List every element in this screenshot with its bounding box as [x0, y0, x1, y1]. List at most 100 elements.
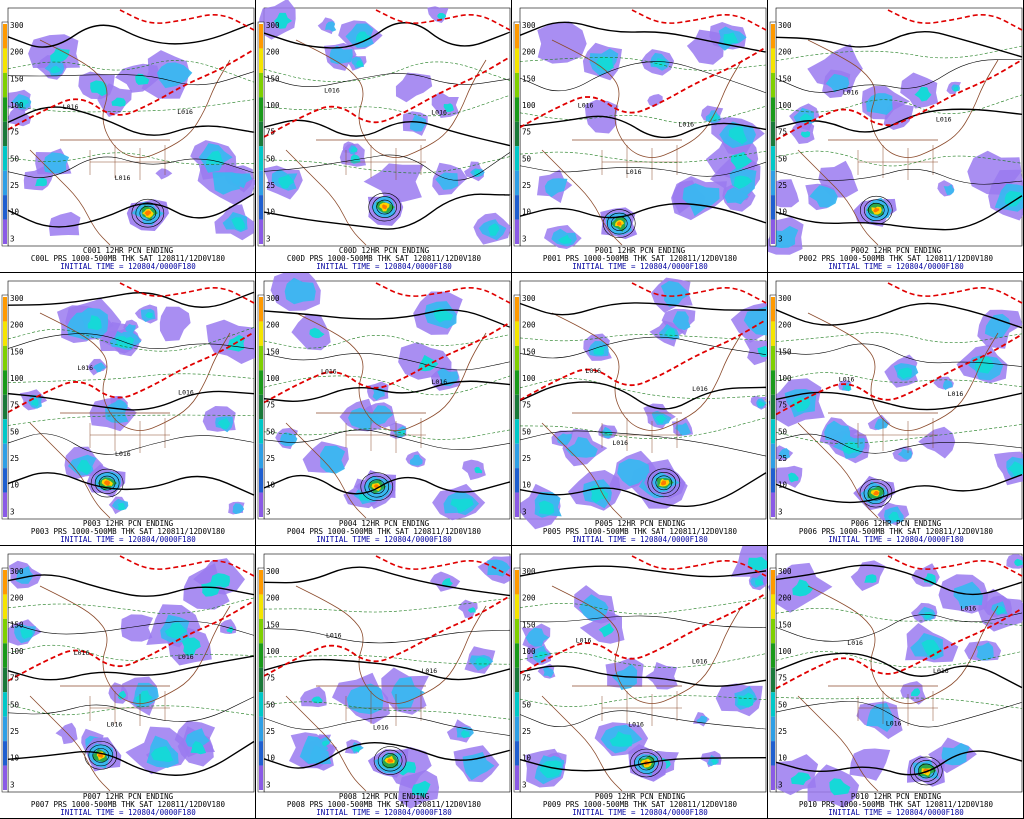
forecast-map: L016 L016 L016 300 200 150 100 75 50 25 10 3: [513, 277, 767, 530]
colorbar-segment: [3, 468, 7, 493]
isobar-ring: [88, 744, 114, 767]
coastline: [541, 149, 623, 246]
coastline: [551, 585, 743, 704]
colorbar-segment: [771, 692, 775, 717]
colorbar-segment: [771, 618, 775, 644]
colorbar-segment: [515, 618, 519, 644]
colorbar-segment: [3, 321, 7, 346]
isobar: [519, 61, 767, 94]
pcn-title: P006 12HR PCN ENDING: [850, 519, 942, 528]
isobar: [7, 156, 255, 178]
colorbar-level: 25: [522, 181, 531, 190]
precip-area: [866, 703, 894, 732]
precip-area: [391, 677, 425, 710]
prs-thk-title: C00D PRS 1000-500MB THK SAT 120811/12D0V…: [286, 254, 482, 263]
precip-area: [974, 357, 994, 374]
colorbar-level: 150: [778, 620, 792, 629]
thickness-540-line: [887, 9, 1023, 31]
forecast-panel-p006: L016 L016 300 200 150 100 75 50 25 10 3 P006 12HR P…: [768, 273, 1024, 546]
precip-area: [320, 445, 346, 474]
precip-area: [914, 86, 932, 102]
forecast-panel-p001: L016 L016 L016 300 200 150 100 75 50 25 10 3 P001 12…: [512, 0, 768, 273]
precip-area: [660, 280, 691, 307]
precip-area: [433, 307, 454, 323]
forecast-panel-p007: L016 L016 L016 300 200 150 100 75 50 25 10 3 P007 12…: [0, 546, 256, 819]
isobar: [775, 750, 1023, 776]
colorbar-level: 200: [10, 48, 24, 57]
precip-area: [910, 688, 921, 697]
colorbar-segment: [3, 443, 7, 469]
precip-area: [159, 306, 191, 342]
colorbar-level: 300: [266, 294, 280, 303]
colorbar-segment: [3, 570, 7, 595]
colorbar-segment: [3, 195, 7, 220]
colorbar-segment: [515, 394, 519, 420]
colorbar-segment: [3, 492, 7, 517]
colorbar-segment: [515, 345, 519, 371]
colorbar-level: 3: [522, 780, 527, 789]
colorbar-level: 10: [522, 481, 532, 490]
forecast-map: L016 L016 300 200 150 100 75 50 25 10 3: [768, 280, 1023, 526]
colorbar-level: 200: [522, 48, 536, 57]
colorbar-level: 300: [778, 21, 792, 30]
thickness-540-line: [263, 56, 511, 138]
precip-area: [50, 47, 70, 63]
precip-area: [164, 622, 188, 639]
pcn-title: P004 12HR PCN ENDING: [338, 519, 430, 528]
precip-area: [942, 379, 953, 391]
colorbar-segment: [771, 570, 775, 595]
precip-area: [350, 147, 358, 153]
prs-thk-title: P006 PRS 1000-500MB THK SAT 120811/12D0V…: [798, 527, 994, 536]
precip-area: [458, 599, 478, 618]
low-pressure-label: L016: [839, 375, 855, 383]
colorbar-level: 300: [10, 294, 24, 303]
colorbar-segment: [3, 48, 7, 73]
temperature-contour: [7, 60, 255, 83]
isobar: [775, 473, 1023, 504]
colorbar-level: 50: [266, 154, 276, 163]
isobar: [775, 612, 1023, 642]
coastline: [39, 39, 231, 158]
temperature-contour: [519, 695, 767, 707]
low-pressure-label: L016: [692, 385, 708, 393]
low-pressure-label: L016: [843, 88, 859, 96]
colorbar-segment: [771, 741, 775, 766]
isobar: [263, 474, 511, 495]
colorbar-level: 3: [266, 780, 271, 789]
isobar: [519, 302, 767, 316]
colorbar-segment: [515, 667, 519, 693]
colorbar-level: 100: [778, 647, 792, 656]
thickness-540-line: [375, 282, 511, 304]
precip-area: [35, 177, 47, 187]
state-borders: [89, 418, 170, 453]
temperature-contour: [775, 150, 1023, 167]
isobar: [775, 195, 1023, 231]
colorbar-segment: [259, 468, 263, 493]
colorbar-segment: [771, 370, 775, 395]
colorbar-segment: [515, 48, 519, 73]
isobar: [263, 73, 511, 87]
precip-area: [1007, 461, 1023, 477]
initial-time: INITIAL TIME = 120804/0000F180: [828, 262, 964, 271]
forecast-panel-p002: L016 L016 300 200 150 100 75 50 25 10 3 P002 12HR P…: [768, 0, 1024, 273]
low-pressure-label: L016: [886, 720, 902, 728]
colorbar-level: 300: [10, 567, 24, 576]
colorbar-segment: [771, 443, 775, 469]
low-pressure-label: L016: [431, 108, 447, 116]
colorbar-level: 150: [10, 347, 24, 356]
prs-thk-title: C00L PRS 1000-500MB THK SAT 120811/12D0V…: [30, 254, 226, 263]
low-pressure-label: L016: [431, 378, 447, 386]
colorbar-segment: [3, 370, 7, 395]
precip-area: [28, 34, 81, 68]
colorbar-level: 150: [10, 74, 24, 83]
colorbar-level: 10: [10, 208, 20, 217]
colorbar-segment: [515, 468, 519, 493]
isobar-ring: [867, 202, 885, 218]
precip-area: [609, 731, 633, 747]
colorbar-level: 75: [522, 128, 531, 137]
precip-area: [672, 311, 691, 331]
colorbar-segment: [515, 692, 519, 717]
precip-area: [217, 418, 231, 430]
colorbar-segment: [3, 667, 7, 693]
isobar: [775, 302, 1023, 329]
